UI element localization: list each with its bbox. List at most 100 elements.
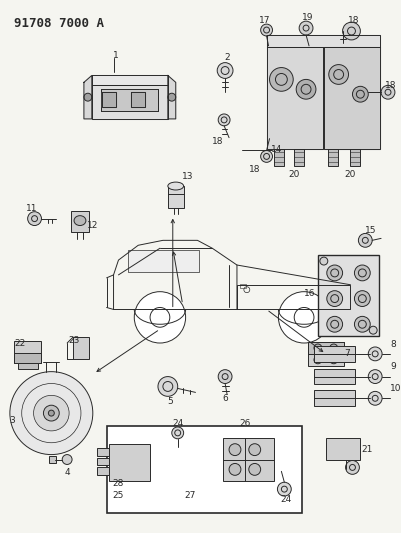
Text: 3: 3 — [9, 416, 15, 424]
Polygon shape — [266, 35, 379, 47]
Circle shape — [229, 464, 240, 475]
Bar — [317, 255, 378, 336]
Bar — [307, 342, 343, 354]
Text: 18: 18 — [347, 15, 358, 25]
Polygon shape — [84, 76, 91, 119]
Bar — [18, 363, 37, 369]
Bar — [71, 211, 89, 232]
Circle shape — [168, 93, 175, 101]
Circle shape — [248, 443, 260, 456]
Text: 26: 26 — [239, 419, 250, 429]
Text: 14: 14 — [270, 145, 282, 154]
Bar — [49, 456, 56, 464]
Text: 13: 13 — [181, 172, 193, 181]
Text: 21: 21 — [360, 445, 372, 454]
Circle shape — [329, 356, 337, 364]
Text: 7: 7 — [344, 349, 350, 358]
Circle shape — [217, 62, 233, 78]
Circle shape — [354, 317, 369, 332]
Bar — [106, 426, 302, 513]
Circle shape — [248, 464, 260, 475]
Circle shape — [260, 24, 272, 36]
Circle shape — [345, 461, 358, 474]
Circle shape — [354, 265, 369, 281]
Text: 11: 11 — [26, 204, 37, 213]
Bar — [223, 438, 274, 481]
Circle shape — [158, 377, 177, 397]
Circle shape — [369, 326, 376, 334]
Circle shape — [319, 257, 327, 265]
Polygon shape — [266, 47, 322, 149]
Circle shape — [298, 21, 312, 35]
Ellipse shape — [74, 216, 86, 225]
Circle shape — [380, 85, 394, 99]
Bar — [128, 250, 199, 272]
Circle shape — [358, 233, 371, 247]
Circle shape — [43, 405, 59, 421]
Text: 20: 20 — [344, 169, 355, 179]
Bar — [350, 149, 359, 166]
Text: 4: 4 — [64, 468, 70, 477]
Circle shape — [171, 427, 183, 439]
Circle shape — [269, 68, 292, 91]
Bar — [101, 90, 158, 111]
Text: 10: 10 — [389, 384, 401, 393]
Bar — [97, 467, 108, 475]
Text: 12: 12 — [87, 221, 98, 230]
Circle shape — [367, 347, 381, 361]
Bar — [97, 457, 108, 465]
Circle shape — [296, 79, 315, 99]
Text: 9: 9 — [389, 362, 395, 371]
Text: 22: 22 — [14, 338, 25, 348]
Polygon shape — [91, 76, 168, 85]
Circle shape — [218, 114, 229, 126]
Circle shape — [328, 64, 348, 84]
Circle shape — [62, 455, 72, 464]
Bar — [97, 448, 108, 456]
Bar — [325, 438, 359, 459]
Text: 23: 23 — [68, 336, 79, 344]
Circle shape — [367, 391, 381, 405]
Text: 5: 5 — [166, 397, 172, 406]
Polygon shape — [131, 92, 145, 107]
Text: 15: 15 — [364, 226, 375, 235]
Bar — [313, 346, 354, 362]
Text: 20: 20 — [288, 169, 299, 179]
Circle shape — [354, 290, 369, 306]
Polygon shape — [168, 76, 175, 119]
Text: 18: 18 — [248, 165, 260, 174]
Circle shape — [326, 265, 342, 281]
Circle shape — [278, 292, 329, 343]
Circle shape — [313, 344, 321, 352]
Text: 24: 24 — [280, 495, 291, 504]
Polygon shape — [91, 85, 168, 119]
Text: 6: 6 — [222, 394, 227, 403]
Circle shape — [326, 317, 342, 332]
Bar — [108, 443, 150, 481]
Bar — [313, 369, 354, 384]
Circle shape — [34, 395, 69, 431]
Text: 17: 17 — [258, 15, 270, 25]
Text: 24: 24 — [172, 419, 183, 429]
Text: 28: 28 — [113, 479, 124, 488]
Text: 91708 7000 A: 91708 7000 A — [14, 17, 103, 30]
Bar — [313, 390, 354, 406]
Bar — [327, 149, 337, 166]
Circle shape — [48, 410, 54, 416]
Circle shape — [10, 372, 93, 455]
Polygon shape — [323, 47, 379, 149]
Text: 19: 19 — [302, 13, 313, 22]
Bar — [239, 284, 245, 288]
Bar — [294, 149, 303, 166]
Circle shape — [329, 344, 337, 352]
Text: 18: 18 — [384, 81, 396, 90]
Text: 16: 16 — [304, 289, 315, 298]
Text: 8: 8 — [389, 340, 395, 349]
Circle shape — [84, 93, 91, 101]
Bar — [73, 337, 89, 359]
Circle shape — [277, 482, 291, 496]
Text: 2: 2 — [224, 53, 229, 62]
Text: 1: 1 — [112, 51, 118, 60]
Bar — [14, 341, 41, 363]
Circle shape — [326, 290, 342, 306]
